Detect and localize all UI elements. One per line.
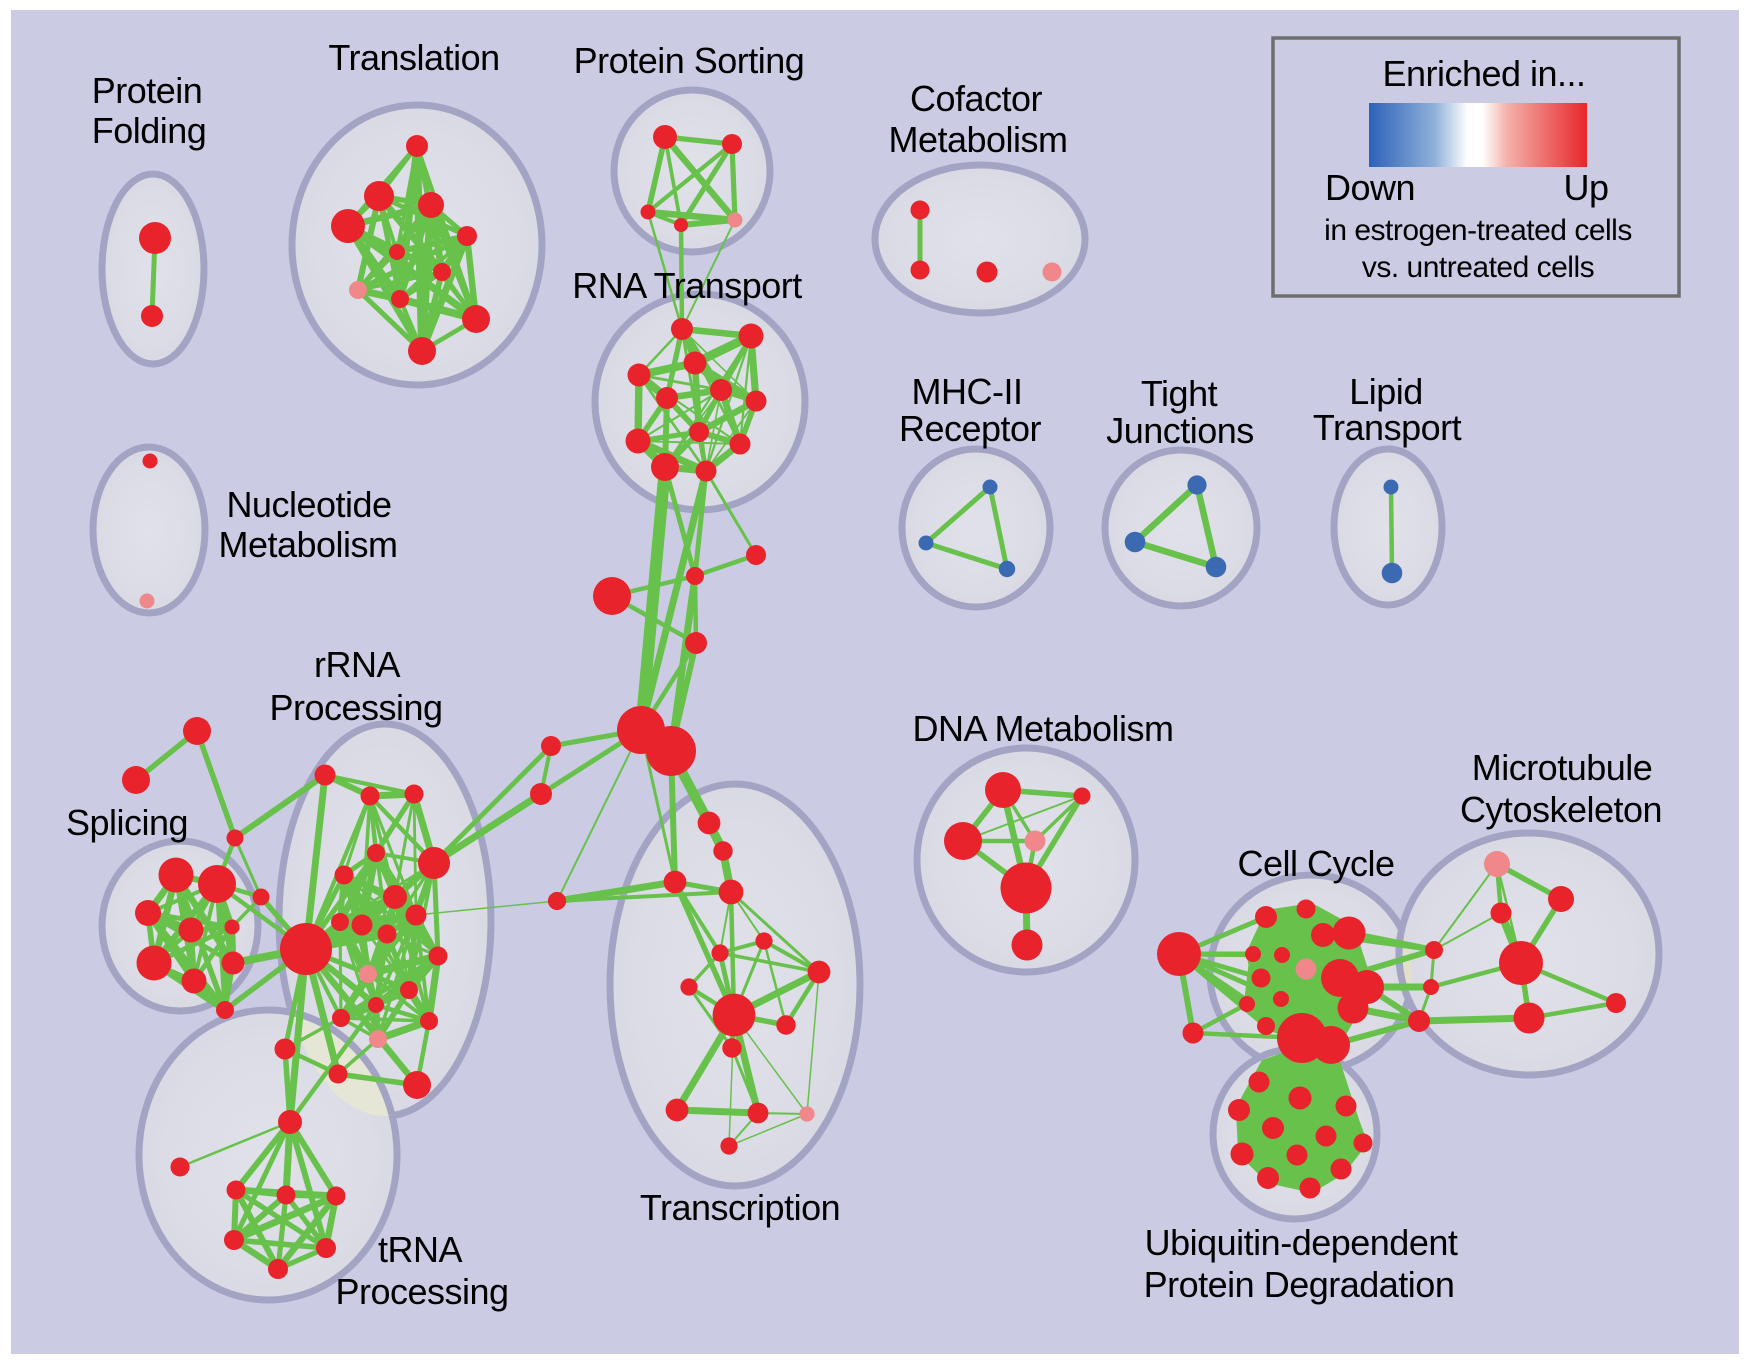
svg-text:tRNA: tRNA <box>378 1229 462 1270</box>
svg-text:MHC-II: MHC-II <box>912 371 1023 412</box>
svg-text:Cofactor: Cofactor <box>910 78 1043 119</box>
svg-text:Metabolism: Metabolism <box>888 119 1067 160</box>
svg-text:Microtubule: Microtubule <box>1472 747 1653 788</box>
svg-text:Down: Down <box>1325 167 1415 208</box>
svg-text:Protein Sorting: Protein Sorting <box>574 40 805 81</box>
svg-text:Ubiquitin-dependent: Ubiquitin-dependent <box>1145 1222 1458 1263</box>
svg-text:Splicing: Splicing <box>66 802 188 843</box>
svg-text:rRNA: rRNA <box>314 644 400 685</box>
svg-text:Nucleotide: Nucleotide <box>226 484 391 525</box>
svg-text:Metabolism: Metabolism <box>218 524 397 565</box>
svg-text:Tight: Tight <box>1141 373 1218 414</box>
svg-text:Cell Cycle: Cell Cycle <box>1237 843 1394 884</box>
svg-text:Transport: Transport <box>1313 407 1462 448</box>
svg-text:Translation: Translation <box>328 37 499 78</box>
svg-text:Transcription: Transcription <box>640 1187 840 1228</box>
svg-text:Lipid: Lipid <box>1349 371 1423 412</box>
svg-text:Protein: Protein <box>92 70 203 111</box>
svg-text:Up: Up <box>1563 167 1608 208</box>
svg-text:Protein Degradation: Protein Degradation <box>1144 1264 1455 1305</box>
svg-text:RNA Transport: RNA Transport <box>572 265 802 306</box>
svg-text:Receptor: Receptor <box>899 408 1042 449</box>
svg-text:Cytoskeleton: Cytoskeleton <box>1460 789 1662 830</box>
svg-text:Processing: Processing <box>269 687 442 728</box>
svg-text:DNA Metabolism: DNA Metabolism <box>912 708 1173 749</box>
svg-text:Folding: Folding <box>92 110 207 151</box>
svg-text:in estrogen-treated cells: in estrogen-treated cells <box>1324 214 1632 247</box>
svg-text:Enriched in...: Enriched in... <box>1382 53 1585 94</box>
svg-text:vs. untreated cells: vs. untreated cells <box>1362 251 1594 284</box>
svg-text:Processing: Processing <box>335 1271 508 1312</box>
svg-text:Junctions: Junctions <box>1106 410 1254 451</box>
